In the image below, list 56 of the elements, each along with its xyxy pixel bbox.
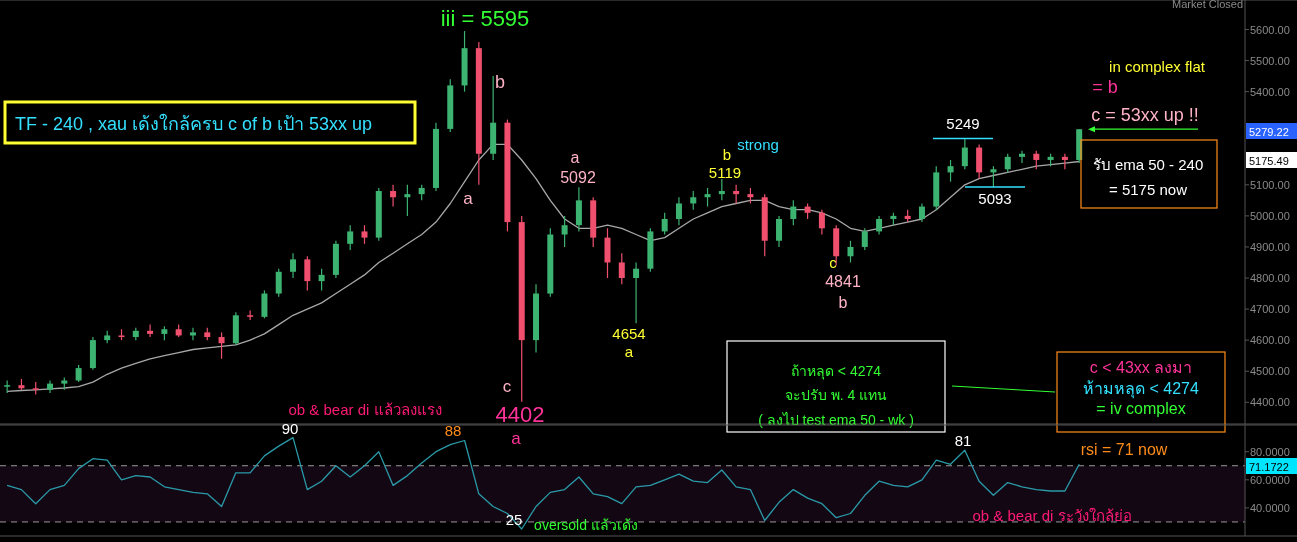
y-tick-label: 4700.00 bbox=[1250, 303, 1290, 316]
note: ob & bear di แล้วลงแรง bbox=[288, 401, 442, 418]
note: 5279.22 bbox=[1246, 123, 1297, 139]
note: รับ ema 50 - 240 = 5175 now bbox=[1080, 139, 1218, 209]
note: 5249 bbox=[932, 114, 994, 140]
note: ถ้าหลุด < 4274 จะปรับ พ. 4 แทน ( ลงไป test ema 50 - wk ) bbox=[726, 340, 946, 433]
note: 5093 bbox=[964, 186, 1026, 207]
note: 5092 bbox=[560, 169, 596, 186]
note: a bbox=[624, 343, 634, 360]
note: = b bbox=[1092, 77, 1118, 97]
note: oversold แล้วเด้ง bbox=[534, 517, 638, 533]
note: 4841 bbox=[825, 273, 861, 290]
note: iii = 5595 bbox=[440, 6, 530, 31]
note: c < 43xx ลงมา ห้ามหลุด < 4274 = iv complex bbox=[1056, 351, 1226, 433]
annotation: TF - 240 , xau เด้งใกล้ครบ c of b เป้า 53xx up bbox=[15, 113, 373, 134]
note: 71.1722 bbox=[1246, 458, 1297, 474]
note: a bbox=[570, 149, 580, 166]
note: 5119 bbox=[708, 164, 742, 181]
note: 88 bbox=[444, 422, 462, 440]
note: b bbox=[722, 146, 732, 163]
annotation: 5249 bbox=[946, 114, 980, 132]
y-tick-label: 5100.00 bbox=[1250, 178, 1290, 191]
note: b bbox=[838, 294, 848, 311]
y-tick-label: 4900.00 bbox=[1250, 240, 1290, 253]
note: c bbox=[829, 254, 837, 271]
note: 81 bbox=[954, 432, 972, 450]
y-tick-label: 5500.00 bbox=[1250, 54, 1290, 67]
note: 90 bbox=[281, 419, 299, 437]
note: 25 bbox=[505, 510, 523, 528]
note: a bbox=[511, 429, 521, 448]
annotation: ถ้าหลุด < 4274 จะปรับ พ. 4 แทน ( ลงไป test ema 50 - wk ) bbox=[758, 363, 914, 428]
note: b bbox=[495, 72, 505, 92]
y-tick-label: 60.0000 bbox=[1250, 473, 1290, 486]
note: 5175.49 bbox=[1246, 152, 1297, 168]
note: TF - 240 , xau เด้งใกล้ครบ c of b เป้า 53xx up bbox=[3, 100, 417, 145]
y-tick-label: 5400.00 bbox=[1250, 85, 1290, 98]
y-tick-label: 4600.00 bbox=[1250, 334, 1290, 347]
note: Market Closed bbox=[1172, 0, 1243, 10]
note: c bbox=[502, 377, 512, 396]
note: 4654 bbox=[612, 325, 646, 342]
note: a bbox=[463, 189, 473, 208]
y-tick-label: 5000.00 bbox=[1250, 209, 1290, 222]
note: ob & bear di ระวังใกล้ย่อ bbox=[972, 507, 1132, 524]
y-tick-label: 40.0000 bbox=[1250, 501, 1290, 514]
annotation: c < 43xx ลงมา ห้ามหลุด < 4274 = iv complex bbox=[1083, 359, 1200, 418]
note: in complex flat bbox=[1109, 58, 1205, 75]
y-tick-label: 4400.00 bbox=[1250, 396, 1290, 409]
note: c = 53xx up !! bbox=[1091, 105, 1199, 125]
note: 4402 bbox=[495, 402, 545, 427]
note: rsi = 71 now bbox=[1080, 441, 1168, 458]
y-tick-label: 4800.00 bbox=[1250, 272, 1290, 285]
annotation: 5093 bbox=[978, 189, 1012, 207]
y-tick-label: 4500.00 bbox=[1250, 365, 1290, 378]
y-tick-label: 80.0000 bbox=[1250, 445, 1290, 458]
note: strong bbox=[737, 136, 779, 153]
y-tick-label: 5600.00 bbox=[1250, 23, 1290, 36]
